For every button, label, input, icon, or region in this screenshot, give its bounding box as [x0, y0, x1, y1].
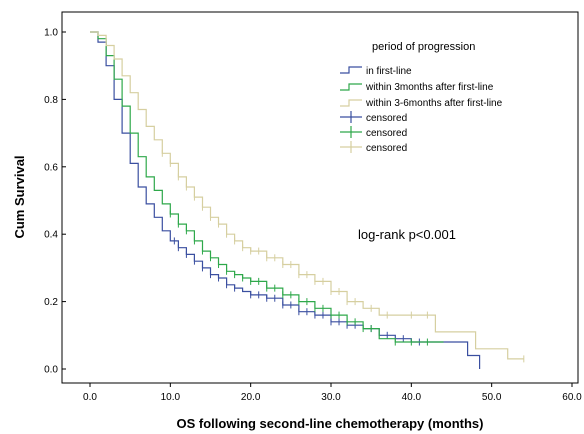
- series-line-1: [90, 31, 444, 343]
- series-line-2: [90, 31, 524, 360]
- legend-label-censored-1: censored: [366, 113, 407, 124]
- legend-censored-marker-3-6months: [340, 141, 362, 153]
- legend: period of progression in first-line with…: [340, 41, 503, 154]
- x-tick-label: 50.0: [482, 392, 502, 403]
- legend-swatch-3-6months: [340, 99, 362, 107]
- x-tick-label: 40.0: [402, 392, 422, 403]
- legend-swatch-3months: [340, 83, 362, 91]
- x-tick-label: 60.0: [562, 392, 582, 403]
- x-axis-title: OS following second-line chemotherapy (m…: [177, 416, 484, 431]
- legend-label-3months: within 3months after first-line: [365, 82, 494, 93]
- legend-label-first-line: in first-line: [366, 66, 412, 77]
- legend-censored-marker-first-line: [340, 111, 362, 123]
- plot-frame: [61, 11, 579, 384]
- x-tick-label: 10.0: [161, 392, 181, 403]
- y-tick-label: 0.8: [44, 95, 58, 106]
- x-tick-label: 0.0: [83, 392, 97, 403]
- legend-label-censored-2: censored: [366, 128, 407, 139]
- y-tick-label: 1.0: [44, 28, 58, 39]
- y-tick-label: 0.6: [44, 162, 58, 173]
- x-tick-label: 20.0: [241, 392, 261, 403]
- y-tick-label: 0.2: [44, 297, 58, 308]
- legend-title: period of progression: [372, 41, 475, 53]
- y-tick-label: 0.4: [44, 230, 58, 241]
- x-axis-ticks: 0.0 10.0 20.0 30.0 40.0 50.0 60.0: [83, 383, 582, 403]
- legend-censored-marker-3months: [340, 126, 362, 138]
- legend-label-3-6months: within 3-6months after first-line: [365, 98, 503, 109]
- y-tick-label: 0.0: [44, 365, 58, 376]
- series-layer: [90, 31, 525, 369]
- log-rank-annotation: log-rank p<0.001: [358, 227, 456, 242]
- y-axis-ticks: 0.0 0.2 0.4 0.6 0.8 1.0: [44, 28, 66, 376]
- legend-label-censored-3: censored: [366, 143, 407, 154]
- x-tick-label: 30.0: [321, 392, 341, 403]
- y-axis-title: Cum Survival: [12, 155, 27, 238]
- legend-swatch-first-line: [340, 66, 362, 74]
